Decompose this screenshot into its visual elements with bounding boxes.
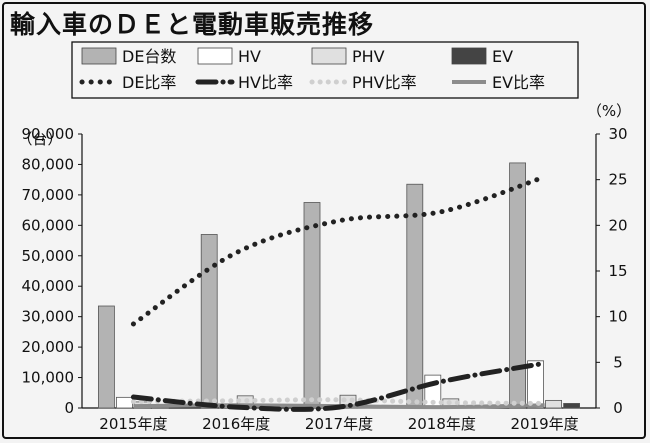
left-tick-label: 90,000 [22, 125, 75, 143]
x-tick-label: 2016年度 [202, 415, 270, 433]
legend-label: PHV比率 [352, 73, 417, 92]
bar-de-4 [509, 162, 527, 409]
right-tick-label: 25 [608, 171, 627, 189]
x-tick-label: 2019年度 [511, 415, 579, 433]
left-tick-label: 10,000 [22, 369, 75, 387]
right-tick-label: 10 [608, 308, 627, 326]
left-tick-label: 80,000 [22, 155, 75, 173]
left-tick-label: 30,000 [22, 308, 75, 326]
bar-ev-4 [563, 403, 580, 409]
x-tick-label: 2017年度 [305, 415, 373, 433]
chart-title: 輸入車のＤＥと電動車販売推移 [10, 10, 375, 39]
chart-legend: DE台数 HV PHV EV DE比率 HV比率 PHV比率 EV比率 [71, 41, 579, 99]
right-tick-label: 30 [608, 125, 627, 143]
x-tick-label: 2018年度 [408, 415, 476, 433]
line-de-ratio [130, 174, 548, 327]
bar-de-0 [98, 305, 115, 409]
right-tick-label: 20 [608, 216, 627, 234]
legend-swatch-phv [311, 47, 347, 65]
legend-swatch-ev [451, 47, 487, 65]
left-tick-label: 20,000 [22, 338, 75, 356]
legend-label: DE台数 [122, 47, 176, 66]
left-tick-label: 50,000 [22, 247, 75, 265]
chart-lines [130, 174, 548, 412]
legend-label: EV [492, 47, 513, 66]
bar-de-1 [200, 234, 218, 409]
legend-swatch-de [81, 47, 117, 65]
right-tick-label: 5 [613, 353, 623, 371]
left-axis-unit-label: （台） [17, 130, 62, 148]
left-tick-label: 70,000 [22, 186, 75, 204]
legend-label: EV比率 [492, 73, 545, 92]
bar-de-2 [303, 202, 321, 409]
legend-label: HV [238, 47, 261, 66]
right-tick-label: 0 [613, 399, 623, 417]
x-tick-label: 2015年度 [99, 415, 167, 433]
bar-phv-4 [545, 399, 562, 409]
bar-hv-0 [116, 396, 133, 409]
left-tick-label: 40,000 [22, 277, 75, 295]
bar-hv-4 [527, 360, 544, 409]
legend-label: DE比率 [122, 73, 176, 92]
bar-de-3 [406, 183, 424, 409]
left-tick-label: 60,000 [22, 216, 75, 234]
left-tick-label: 0 [64, 399, 74, 417]
legend-label: PHV [352, 47, 385, 66]
legend-swatch-hv [197, 47, 233, 65]
legend-label: HV比率 [238, 73, 293, 92]
line-hv-ratio [130, 360, 548, 412]
right-tick-label: 15 [608, 262, 627, 280]
right-axis-unit-label: （%） [587, 102, 631, 120]
